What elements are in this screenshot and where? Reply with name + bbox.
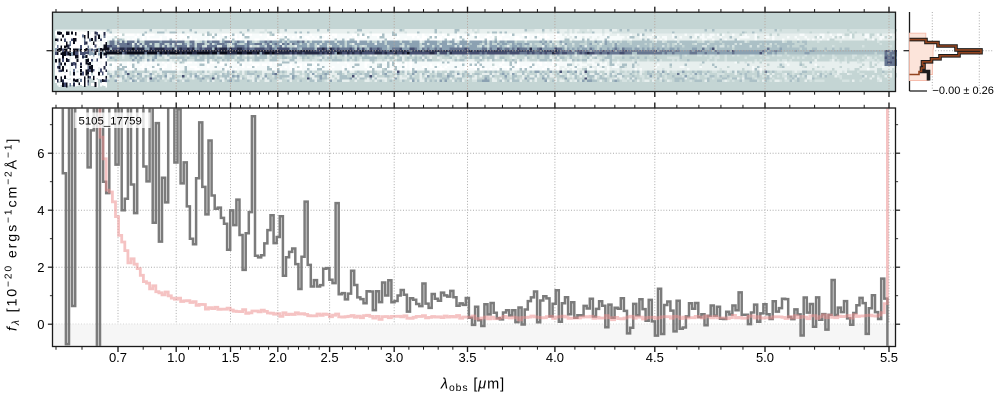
svg-text:2: 2 — [37, 260, 44, 275]
svg-text:fλ [10−20 ergs−1cm−2Å−1]: fλ [10−20 ergs−1cm−2Å−1] — [4, 137, 23, 331]
svg-text:4: 4 — [37, 203, 44, 218]
svg-text:−0.00 ± 0.26: −0.00 ± 0.26 — [933, 85, 994, 97]
svg-text:5.5: 5.5 — [880, 350, 898, 365]
svg-text:λobs [μm]: λobs [μm] — [440, 377, 505, 395]
svg-text:2.0: 2.0 — [269, 350, 287, 365]
svg-text:4.0: 4.0 — [546, 350, 564, 365]
svg-text:0: 0 — [37, 317, 44, 332]
svg-text:1.5: 1.5 — [221, 350, 239, 365]
svg-text:0.7: 0.7 — [109, 350, 127, 365]
svg-text:3.0: 3.0 — [385, 350, 403, 365]
svg-text:1.0: 1.0 — [167, 350, 185, 365]
svg-text:5.0: 5.0 — [756, 350, 774, 365]
svg-text:4.5: 4.5 — [646, 350, 664, 365]
svg-text:6: 6 — [37, 146, 44, 161]
svg-text:2.5: 2.5 — [321, 350, 339, 365]
svg-text:5105_17759: 5105_17759 — [79, 116, 142, 128]
svg-text:3.5: 3.5 — [458, 350, 476, 365]
